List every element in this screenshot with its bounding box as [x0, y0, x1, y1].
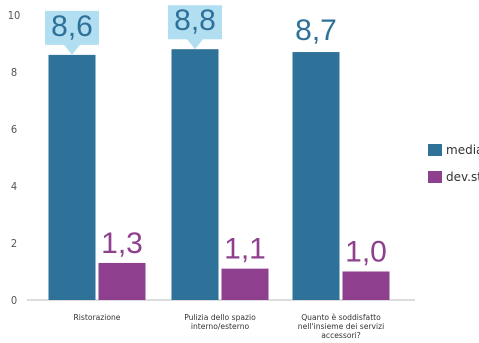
y-tick-label: 8: [11, 66, 17, 79]
value-label: 1,0: [345, 236, 387, 269]
chart-legend: media dev.st: [428, 143, 479, 184]
category-label-line: interno/esterno: [191, 322, 250, 331]
bar-media-0: [48, 54, 96, 301]
bar-media-2: [292, 52, 340, 300]
legend-swatch-0: [428, 144, 442, 156]
chart-value-labels: 8,6 8,8 8,7 1,3 1,1 1,0: [45, 4, 387, 269]
bar-devst-2: [342, 271, 390, 300]
value-label: 8,7: [295, 14, 337, 47]
bar-media-1: [171, 49, 219, 301]
category-label-line: Quanto è soddisfatto: [301, 313, 381, 322]
bar-devst-0: [98, 262, 146, 300]
chart-category-labels: Ristorazione Pulizia dello spaziointerno/…: [74, 313, 385, 340]
value-label-callout: [45, 10, 99, 55]
y-tick-label: 2: [11, 237, 17, 250]
y-tick-label: 4: [11, 180, 17, 193]
value-label: 8,8: [174, 4, 216, 37]
chart-bars: [48, 49, 390, 301]
y-tick-label: 6: [11, 123, 17, 136]
legend-label-1: dev.st: [446, 170, 479, 184]
y-tick-label: 10: [8, 9, 21, 22]
value-label: 1,3: [101, 227, 143, 260]
category-label-0: Ristorazione: [74, 313, 121, 322]
category-label-line: Ristorazione: [74, 313, 121, 322]
legend-label-0: media: [446, 143, 479, 157]
value-label-callout: [168, 5, 222, 50]
y-tick-label: 0: [11, 294, 17, 307]
value-label: 8,6: [51, 10, 93, 43]
value-label: 1,1: [224, 233, 266, 266]
category-label-line: Pulizia dello spazio: [184, 313, 256, 322]
category-label-line: accessori?: [321, 331, 361, 340]
legend-swatch-1: [428, 171, 442, 183]
category-label-line: nell'insieme dei servizi: [298, 322, 384, 331]
bar-devst-1: [221, 268, 269, 300]
